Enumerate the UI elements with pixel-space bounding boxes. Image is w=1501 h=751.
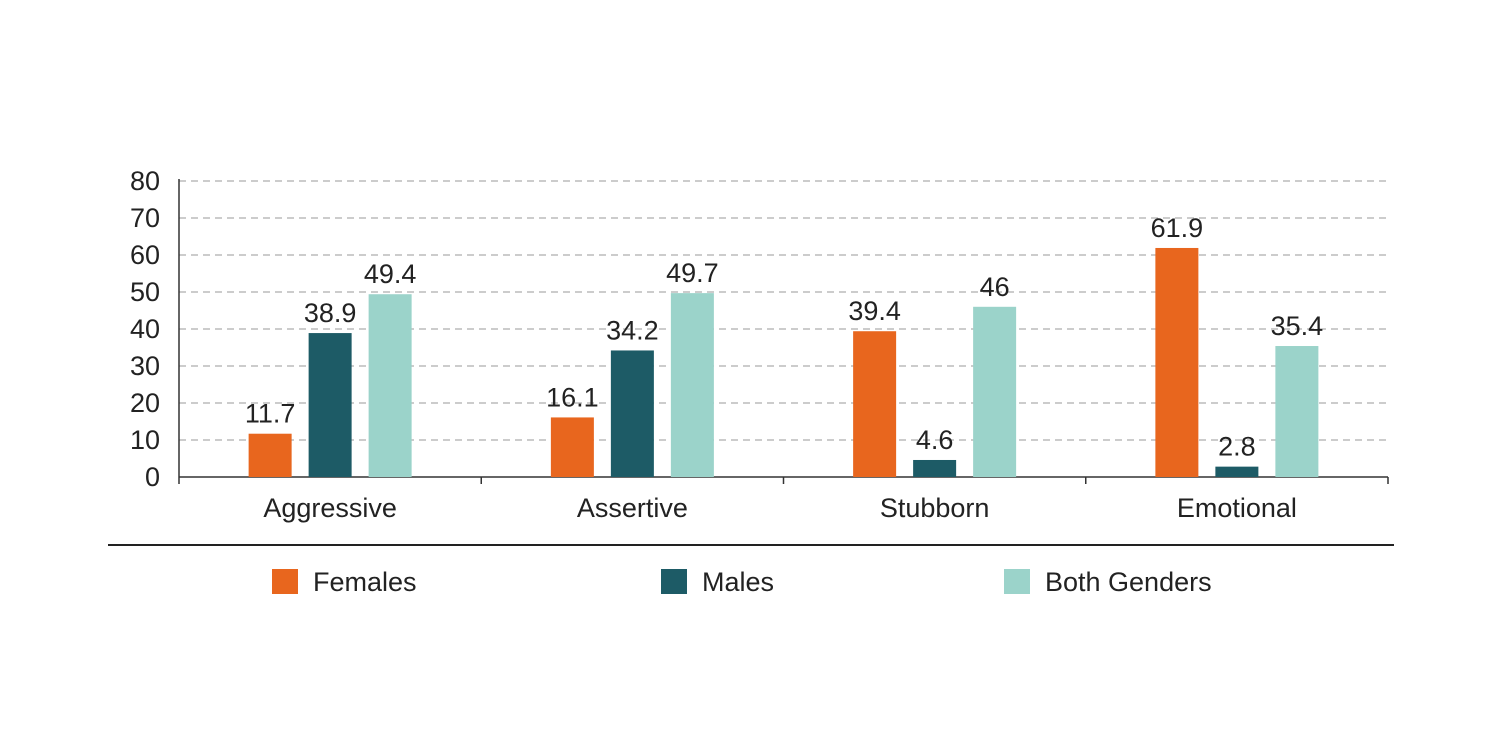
y-tick-label: 10 <box>130 425 160 455</box>
data-label: 35.4 <box>1271 311 1324 341</box>
bar-females-stubborn <box>853 331 897 477</box>
legend-label: Both Genders <box>1045 567 1212 597</box>
data-label: 34.2 <box>606 315 659 345</box>
legend: Females Males Both Genders <box>272 567 1212 597</box>
bar-both-genders-emotional <box>1275 346 1319 477</box>
bar-males-stubborn <box>913 459 957 477</box>
x-category-label: Aggressive <box>263 493 397 523</box>
bar-females-assertive <box>550 417 594 477</box>
bar-males-assertive <box>610 350 654 477</box>
category-labels: Aggressive Assertive Stubborn Emotional <box>263 493 1297 523</box>
bar-both-genders-assertive <box>670 293 714 477</box>
legend-label: Females <box>313 567 417 597</box>
legend-label: Males <box>702 567 774 597</box>
bar-females-emotional <box>1155 247 1199 477</box>
y-tick-label: 40 <box>130 314 160 344</box>
legend-swatch-females <box>272 569 298 594</box>
data-label: 38.9 <box>304 298 357 328</box>
value-labels: 11.7 38.949.4 16.1 34.249.7 39.4 4.6 46 61.9 2.8… <box>245 213 1323 462</box>
y-tick-label: 0 <box>145 462 160 492</box>
data-label: 39.4 <box>848 296 901 326</box>
x-category-label: Stubborn <box>880 493 990 523</box>
y-axis-ticks: 0 10 20 30 40 50 60 70 80 <box>130 166 160 492</box>
data-label: 49.4 <box>364 259 417 289</box>
data-label: 46 <box>980 272 1010 302</box>
y-tick-label: 70 <box>130 203 160 233</box>
x-category-label: Assertive <box>577 493 688 523</box>
bar-males-aggressive <box>308 333 352 477</box>
gridlines <box>179 180 1388 441</box>
bar-both-genders-aggressive <box>368 294 412 477</box>
y-tick-label: 60 <box>130 240 160 270</box>
data-label: 4.6 <box>916 425 954 455</box>
bars <box>248 247 1319 477</box>
y-tick-label: 80 <box>130 166 160 196</box>
y-tick-label: 20 <box>130 388 160 418</box>
data-label: 2.8 <box>1218 432 1256 462</box>
x-category-label: Emotional <box>1177 493 1297 523</box>
axes <box>178 179 1389 484</box>
data-label: 11.7 <box>245 399 296 429</box>
data-label: 16.1 <box>546 382 599 412</box>
y-tick-label: 50 <box>130 277 160 307</box>
bar-females-aggressive <box>248 433 292 477</box>
legend-swatch-males <box>661 569 687 594</box>
y-tick-label: 30 <box>130 351 160 381</box>
bar-both-genders-stubborn <box>973 306 1017 477</box>
legend-swatch-both-genders <box>1004 569 1030 594</box>
bar-males-emotional <box>1215 466 1259 477</box>
data-label: 61.9 <box>1151 213 1204 243</box>
data-label: 49.7 <box>666 258 719 288</box>
